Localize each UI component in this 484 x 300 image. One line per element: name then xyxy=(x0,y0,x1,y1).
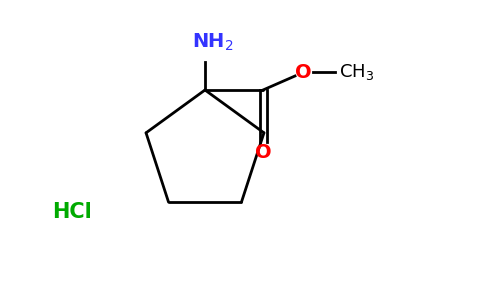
Text: CH$_3$: CH$_3$ xyxy=(339,62,375,82)
Text: O: O xyxy=(295,62,311,82)
Text: HCl: HCl xyxy=(52,202,92,222)
Text: O: O xyxy=(255,142,272,161)
Text: NH$_2$: NH$_2$ xyxy=(192,32,234,53)
